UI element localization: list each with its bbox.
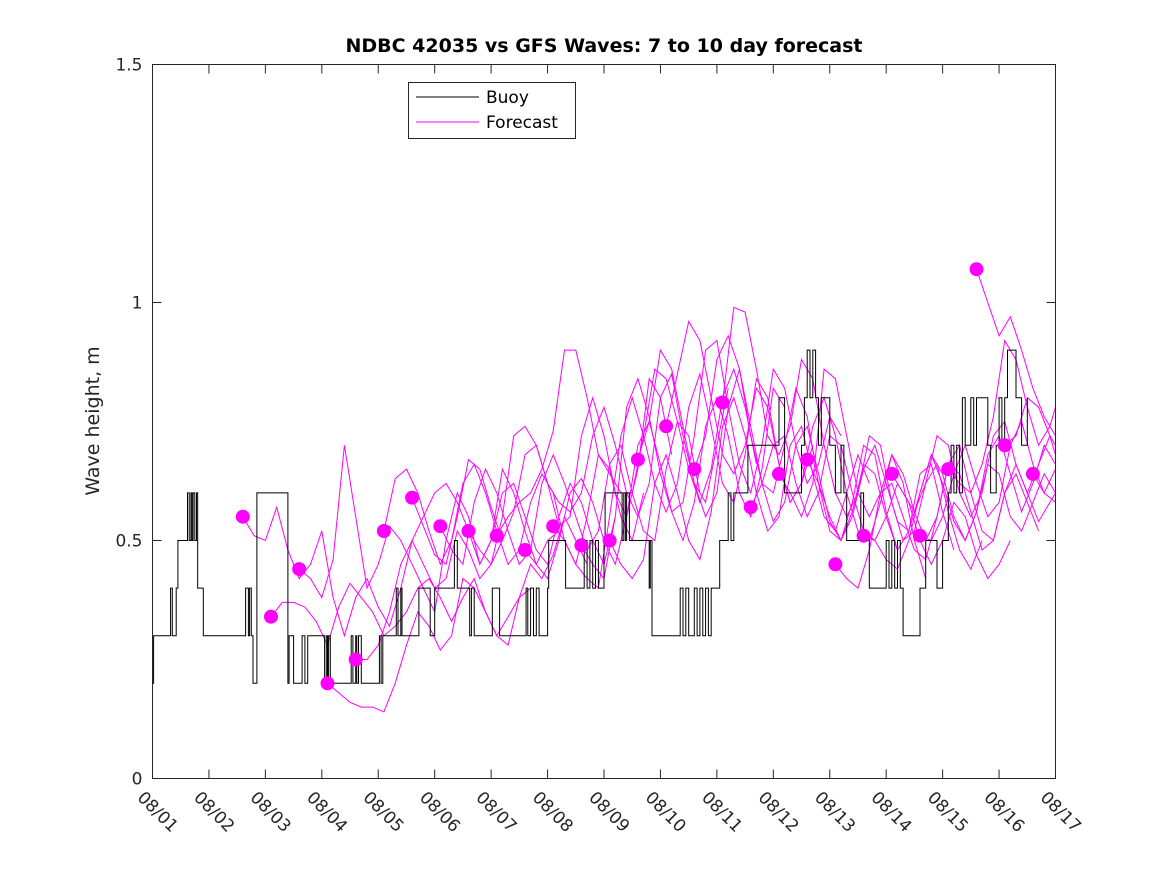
forecast-line	[327, 515, 588, 713]
forecast-start-point	[518, 543, 532, 557]
forecast-start-point	[546, 519, 561, 534]
legend-label-buoy: Buoy	[486, 88, 529, 108]
forecast-line	[919, 420, 1056, 542]
forecast-start-point	[715, 395, 730, 410]
forecast-start-point	[856, 528, 871, 543]
forecast-start-point	[884, 466, 899, 481]
forecast-start-point	[235, 509, 250, 524]
forecast-start-point	[997, 438, 1012, 453]
forecast-start-point	[913, 528, 927, 543]
forecast-start-point	[574, 538, 589, 553]
forecast-start-point	[941, 462, 956, 477]
legend-box	[408, 82, 576, 139]
y-axis-label: Wave height, m	[82, 346, 104, 495]
forecast-start-point	[489, 528, 504, 543]
forecast-start-point	[743, 500, 758, 515]
forecast-line	[355, 482, 616, 660]
forecast-line	[693, 334, 955, 552]
forecast-start-point	[376, 524, 391, 538]
forecast-start-point	[348, 652, 363, 667]
forecast-start-point	[659, 419, 674, 434]
forecast-line	[439, 420, 701, 566]
forecast-start-point	[461, 524, 476, 538]
forecast-start-point	[602, 533, 617, 548]
forecast-line	[609, 396, 870, 580]
forecast-line	[750, 434, 1011, 580]
forecast-start-point	[264, 609, 278, 624]
forecast-line	[976, 269, 1056, 437]
forecast-line	[947, 339, 1056, 494]
forecast-line	[863, 434, 1056, 570]
forecast-start-point	[800, 452, 815, 467]
forecast-line	[468, 372, 729, 566]
forecast-line	[242, 505, 503, 638]
y-tick-label: 1.5	[115, 56, 142, 76]
y-tick-label: 1	[132, 294, 143, 314]
legend: Buoy Forecast	[408, 82, 576, 139]
y-axis: 0 0.5 1 1.5	[115, 56, 1056, 790]
forecast-start-point	[292, 562, 307, 577]
forecast-start-point	[687, 462, 702, 477]
forecast-line	[722, 306, 983, 571]
chart-title: NDBC 42035 vs GFS Waves: 7 to 10 day for…	[345, 35, 862, 57]
forecast-line	[580, 339, 842, 580]
forecast-line	[1032, 473, 1056, 503]
forecast-start-point	[969, 262, 984, 277]
forecast-line	[298, 445, 560, 614]
forecast-line	[1004, 396, 1056, 455]
y-tick-label: 0.5	[115, 532, 142, 552]
forecast-line	[552, 372, 814, 590]
forecast-line	[637, 348, 898, 551]
forecast-start-point	[433, 519, 448, 534]
forecast-start-point	[772, 466, 786, 481]
buoy-line	[152, 349, 1028, 684]
forecast-start-point	[320, 676, 335, 691]
forecast-start-point	[828, 557, 843, 572]
legend-label-forecast: Forecast	[486, 113, 558, 133]
y-tick-label: 0	[132, 770, 143, 790]
forecast-start-point	[405, 490, 420, 505]
plot-area	[152, 262, 1056, 713]
forecast-start-point	[630, 452, 645, 467]
forecast-start-point	[1025, 466, 1040, 481]
